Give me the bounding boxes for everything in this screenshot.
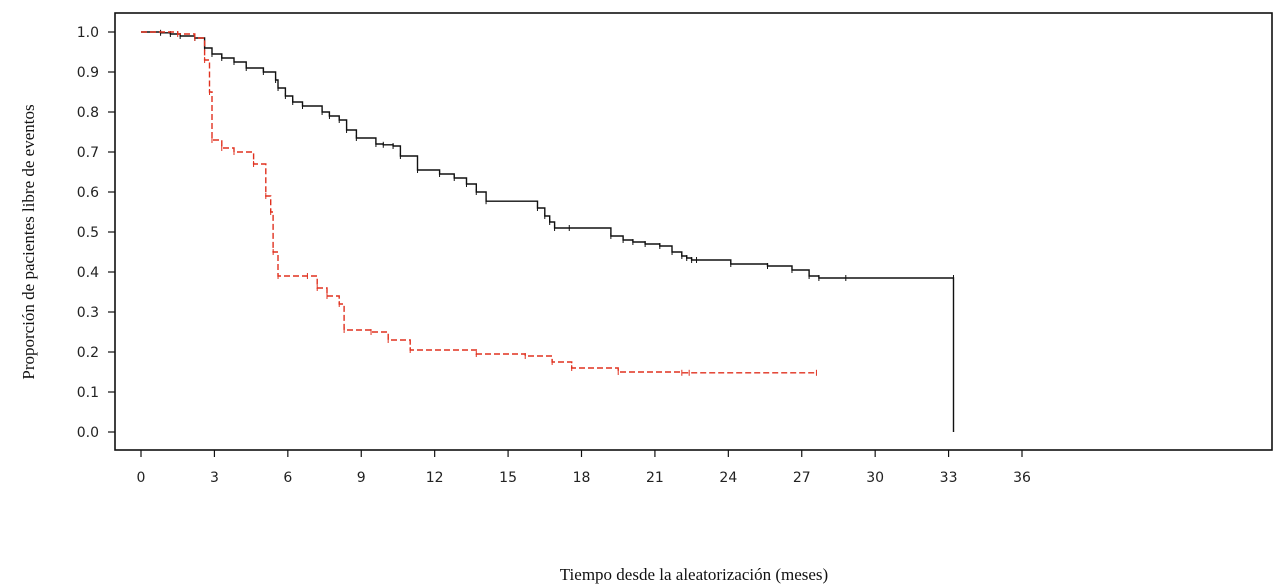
x-tick-label: 6 [283,470,292,486]
series-line-2 [141,31,817,374]
y-tick-label: 0.6 [77,185,99,201]
x-tick-label: 15 [499,470,517,486]
x-axis-title: Tiempo desde la aleatorización (meses) [560,565,828,584]
x-tick-label: 27 [793,470,811,486]
series-group [141,29,955,432]
x-tick-label: 33 [940,470,958,486]
x-tick-label: 21 [646,470,664,486]
x-tick-label: 12 [426,470,444,486]
y-tick-label: 1.0 [77,25,99,41]
x-tick-label: 18 [573,470,591,486]
x-tick-label: 0 [137,470,146,486]
x-tick-label: 24 [719,470,737,486]
y-tick-label: 0.3 [77,305,99,321]
y-tick-label: 0.9 [77,65,99,81]
x-tick-label: 9 [357,470,366,486]
y-tick-label: 0.0 [77,425,99,441]
y-axis: 1.0 0.9 0.8 0.7 0.6 0.5 0.4 0.3 0.2 0.1 0.0 [77,25,115,441]
x-tick-label: 3 [210,470,219,486]
y-tick-label: 0.5 [77,225,99,241]
series-line-1 [141,31,955,432]
y-tick-label: 0.2 [77,345,99,361]
y-tick-label: 0.8 [77,105,99,121]
y-tick-label: 0.4 [77,265,99,281]
plot-frame [114,12,1273,451]
x-tick-label: 30 [866,470,884,486]
x-tick-label: 36 [1013,470,1031,486]
y-tick-label: 0.7 [77,145,99,161]
y-tick-label: 0.1 [77,385,99,401]
x-axis: 0 3 6 9 12 15 18 21 24 27 30 33 36 [137,450,1031,486]
y-axis-title: Proporción de pacientes libre de eventos [19,104,38,379]
